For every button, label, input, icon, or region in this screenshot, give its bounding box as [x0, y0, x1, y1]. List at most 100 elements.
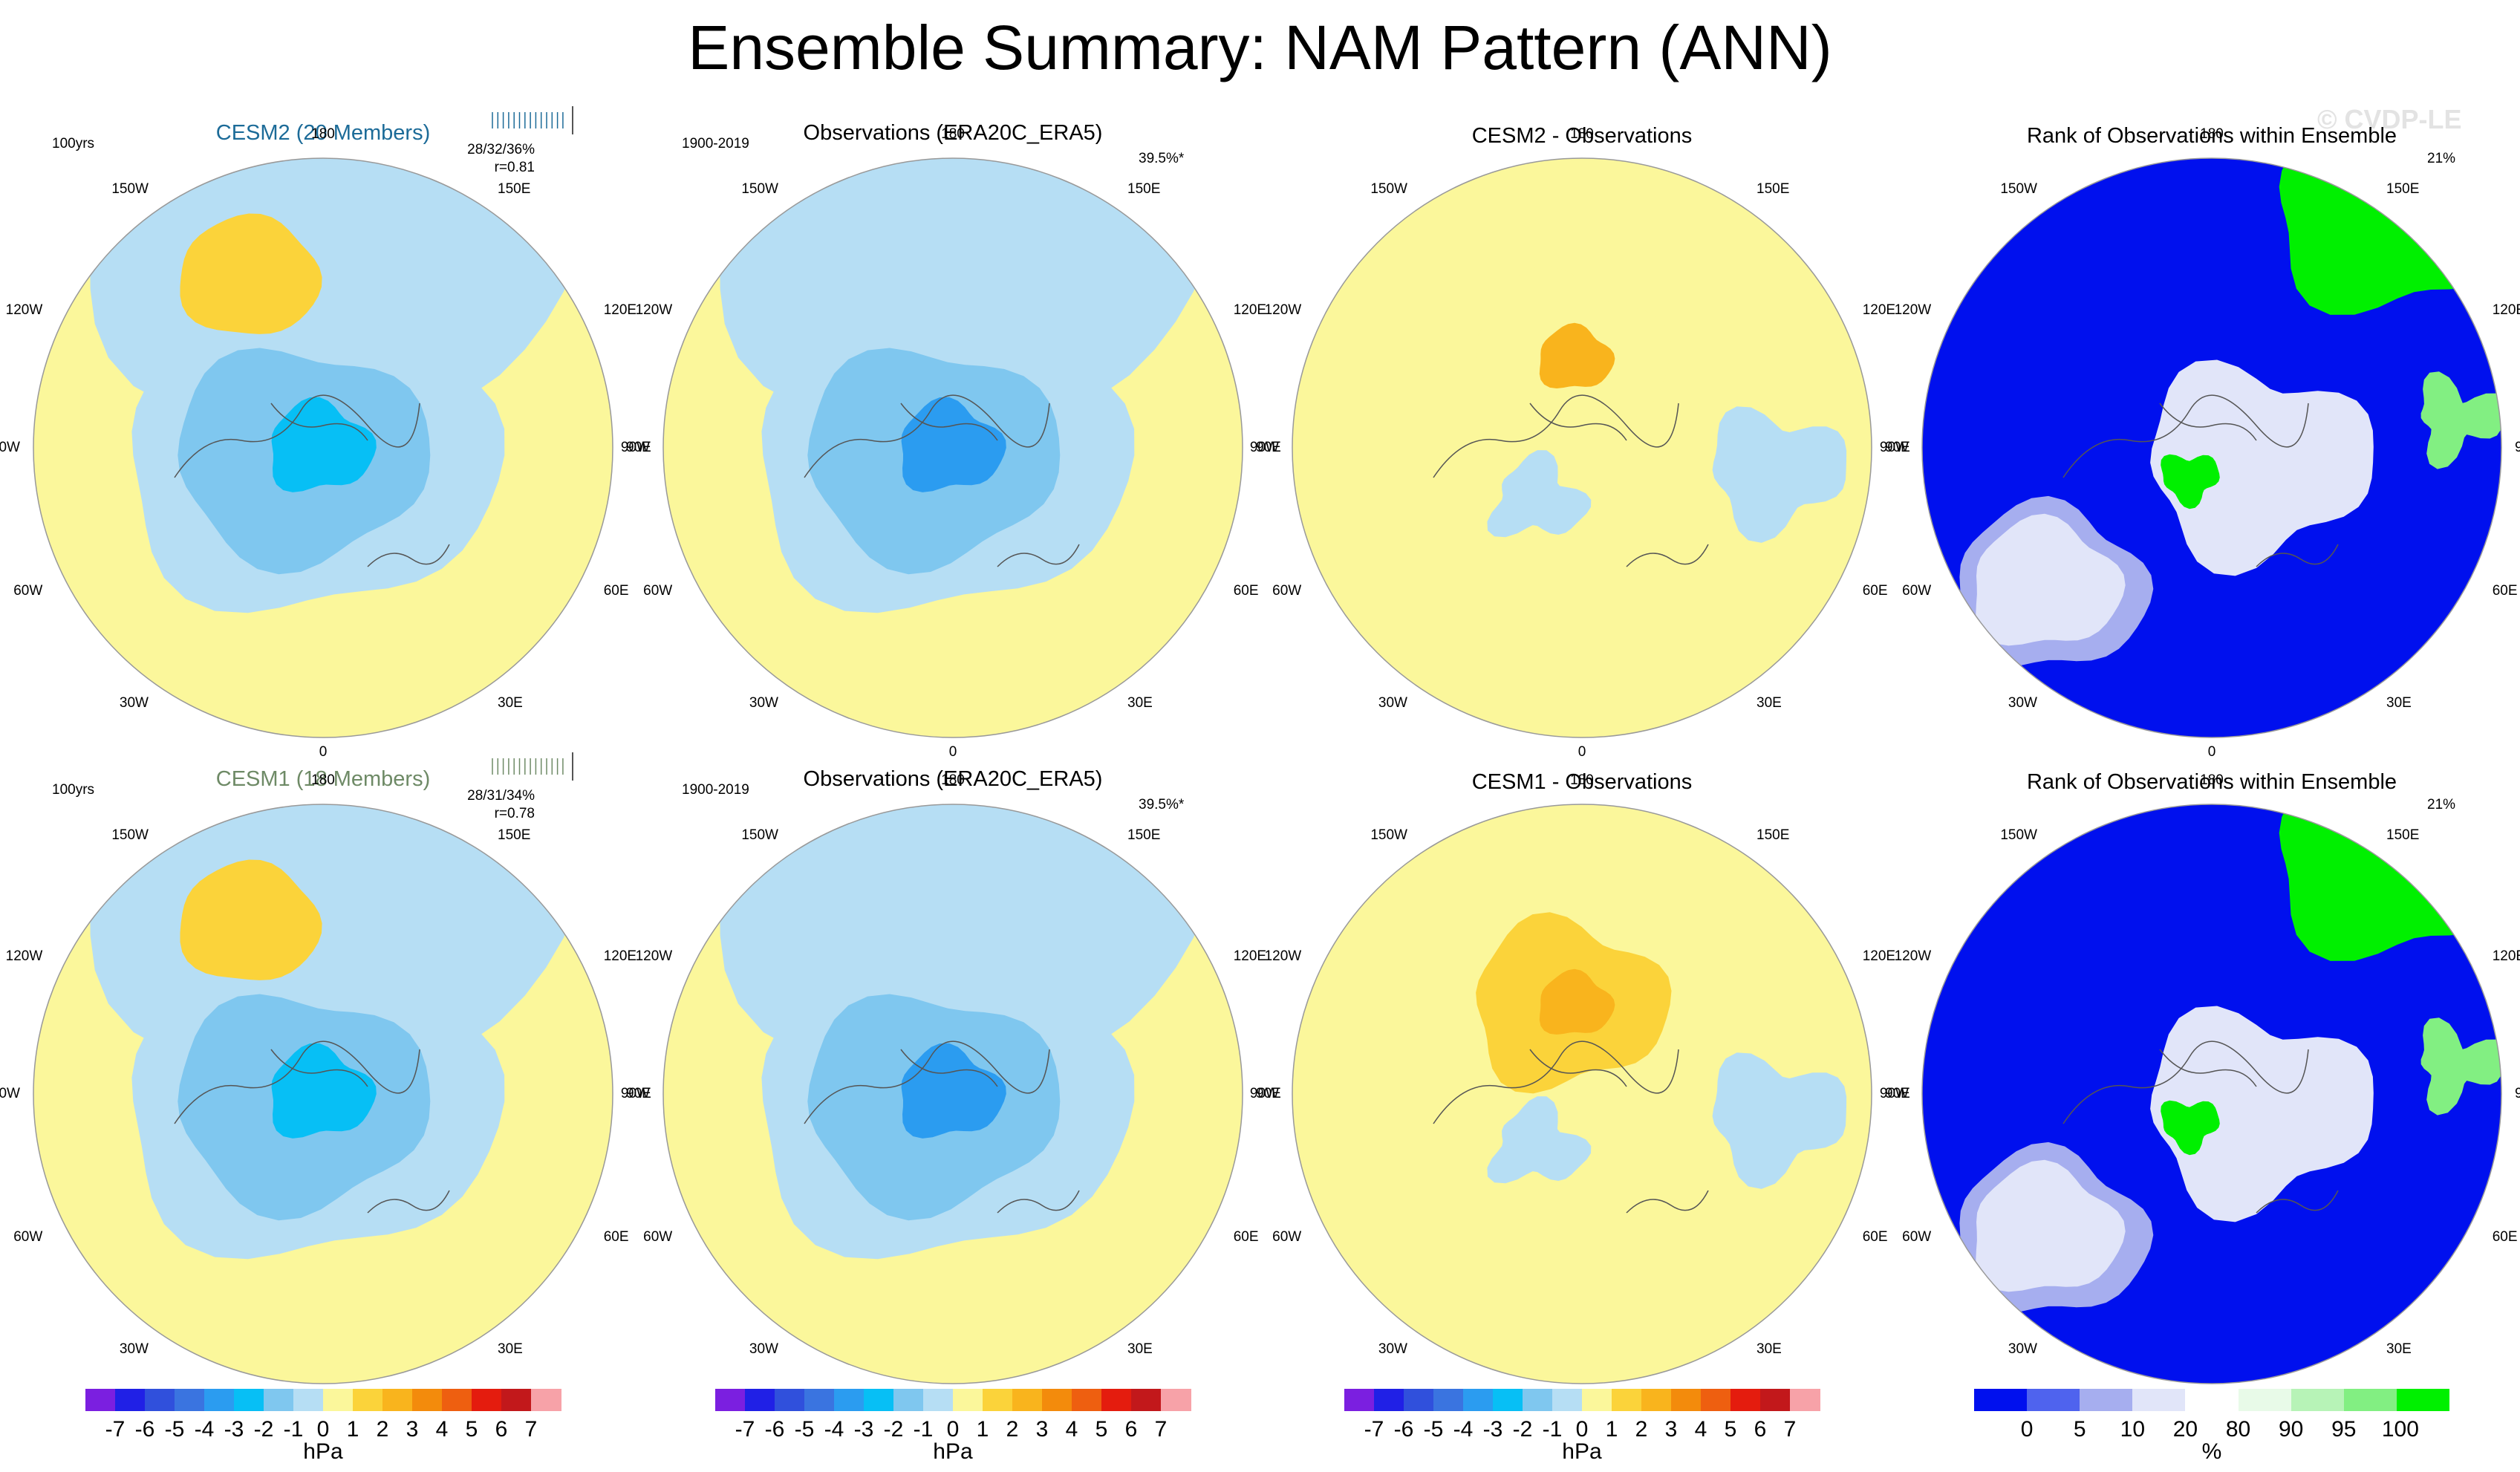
longitude-label-e150: 150E: [498, 827, 531, 844]
longitude-label-n0: 0: [319, 744, 328, 760]
obs-title: Observations (ERA20C_ERA5): [803, 121, 1103, 145]
colorbar-swatch: [864, 1389, 894, 1411]
colorbar-tick-label: -1: [913, 1417, 934, 1442]
colorbar-swatch: [1493, 1389, 1523, 1411]
colorbar-tick-label: -4: [194, 1417, 215, 1442]
colorbar-swatch: [2396, 1389, 2450, 1411]
longitude-label-e120: 120E: [1233, 302, 1267, 318]
rank-high-spot: [2161, 454, 2220, 509]
longitude-label-e30: 30E: [1127, 694, 1153, 711]
colorbar-swatch: [1671, 1389, 1702, 1411]
colorbar-swatch: [382, 1389, 413, 1411]
colorbar-tick-label: 20: [2172, 1417, 2198, 1442]
watermark: © CVDP-LE: [2317, 104, 2462, 134]
positive-anomaly: [180, 859, 322, 980]
diff-map: [1292, 804, 1872, 1384]
diff-map: [1292, 157, 1872, 738]
longitude-label-n180: 180: [311, 772, 335, 788]
colorbar-swatch: [442, 1389, 472, 1411]
colorbar-tick-label: 1: [976, 1417, 989, 1442]
colorbar-tick-label: -2: [1512, 1417, 1533, 1442]
colorbar-tick-label: 7: [524, 1417, 538, 1442]
colorbar-tick-label: -7: [1364, 1417, 1384, 1442]
colorbar-swatch: [2238, 1389, 2292, 1411]
hpa-colorbar: -7 -6 -5 -4 -3 -2 -1 0 1 2 3 4 5 6 7 hPa: [715, 1389, 1191, 1471]
coastline: [2062, 394, 2339, 567]
rank-high-patches: [2420, 1017, 2501, 1116]
colorbar-swatch: [1790, 1389, 1820, 1411]
longitude-label-w30: 30W: [2008, 1341, 2037, 1357]
colorbar-swatch: [1701, 1389, 1731, 1411]
longitude-label-e60: 60E: [2492, 1229, 2518, 1245]
colorbar-tick-label: -2: [883, 1417, 904, 1442]
coastline: [804, 1041, 1080, 1214]
diff-field: [1292, 804, 1872, 1384]
colorbar-swatch: [323, 1389, 354, 1411]
colorbar-swatch: [1012, 1389, 1043, 1411]
map-border: [1292, 804, 1872, 1384]
rank-high-spot: [2161, 1100, 2220, 1156]
ensemble-period: 100yrs: [52, 136, 95, 152]
longitude-label-w150: 150W: [111, 827, 149, 844]
colorbar-tick-label: -3: [1482, 1417, 1503, 1442]
colorbar-swatch: [234, 1389, 264, 1411]
obs-period: 1900-2019: [682, 136, 749, 152]
colorbar-tick-label: -7: [105, 1417, 126, 1442]
longitude-label-w60: 60W: [1272, 1229, 1302, 1245]
ens-field: [33, 804, 613, 1384]
coastline: [174, 1041, 450, 1214]
negative-core: [901, 1043, 1006, 1139]
longitude-label-w120: 120W: [635, 948, 673, 964]
colorbar-tick-label: -7: [735, 1417, 755, 1442]
positive-core: [1539, 322, 1615, 388]
ens-field: [33, 158, 613, 737]
longitude-label-n0: 0: [1578, 744, 1586, 760]
rank-map: [1921, 804, 2502, 1384]
longitude-label-e30: 30E: [498, 694, 523, 711]
longitude-label-w90: 90W: [1249, 440, 1279, 455]
colorbar-swatch: [1101, 1389, 1132, 1411]
colorbar-tick-label: 5: [1724, 1417, 1737, 1442]
colorbar-swatch: [2132, 1389, 2186, 1411]
negative-core: [271, 397, 377, 492]
colorbar-tick-label: 4: [1694, 1417, 1707, 1442]
colorbar-tick-label: 3: [1664, 1417, 1678, 1442]
colorbar-tick-label: 6: [1754, 1417, 1767, 1442]
colorbar-tick-label: 0: [2020, 1417, 2034, 1442]
negative-anomaly: [1712, 406, 1847, 543]
longitude-label-w60: 60W: [13, 1229, 43, 1245]
positive-core: [1539, 968, 1615, 1035]
obs-period: 1900-2019: [682, 782, 749, 798]
colorbar-swatch: [1131, 1389, 1162, 1411]
colorbar-tick-label: -6: [1393, 1417, 1414, 1442]
colorbar-tick-label: -1: [283, 1417, 304, 1442]
colorbar-swatch: [1072, 1389, 1102, 1411]
longitude-label-e30: 30E: [1756, 1341, 1782, 1357]
longitude-label-w30: 30W: [2008, 694, 2037, 711]
colorbar-tick-label: -6: [134, 1417, 155, 1442]
longitude-label-w90: 90W: [620, 440, 650, 455]
colorbar-tick-label: 3: [1035, 1417, 1049, 1442]
colorbar-swatch: [1344, 1389, 1375, 1411]
longitude-label-n180: 180: [941, 126, 965, 142]
colorbar-unit: hPa: [303, 1439, 343, 1464]
longitude-label-n180: 180: [941, 772, 965, 788]
colorbar-tick-label: 5: [465, 1417, 478, 1442]
longitude-label-w60: 60W: [13, 583, 43, 599]
colorbar-unit: %: [2201, 1439, 2222, 1464]
map-border: [33, 157, 613, 738]
negative-anomaly: [1712, 1052, 1847, 1189]
colorbar-tick-label: -5: [164, 1417, 185, 1442]
colorbar-swatch: [2185, 1389, 2239, 1411]
colorbar-tick-label: -3: [853, 1417, 874, 1442]
longitude-label-w120: 120W: [1264, 302, 1302, 318]
colorbar-tick-label: -6: [764, 1417, 785, 1442]
longitude-label-e120: 120E: [1233, 948, 1267, 964]
colorbar-swatch: [353, 1389, 383, 1411]
rank-high-region: [2279, 804, 2501, 961]
colorbar-tick-label: 5: [2073, 1417, 2086, 1442]
member-rug-plot: [492, 106, 573, 134]
longitude-label-n0: 0: [2207, 744, 2216, 760]
longitude-label-n0: 0: [948, 744, 957, 760]
longitude-label-e60: 60E: [603, 1229, 629, 1245]
